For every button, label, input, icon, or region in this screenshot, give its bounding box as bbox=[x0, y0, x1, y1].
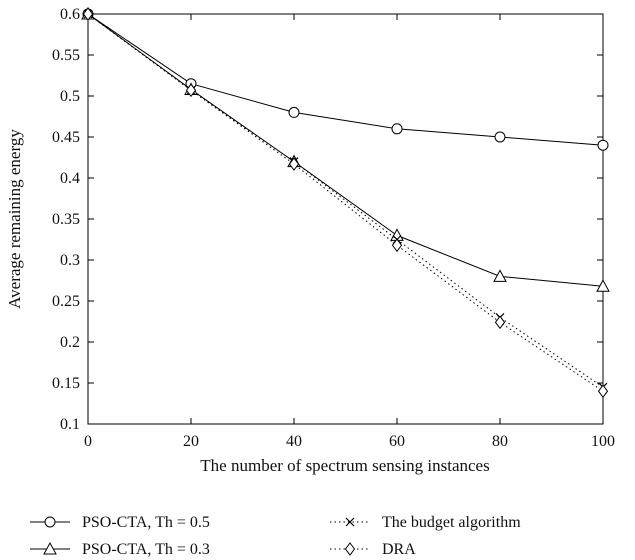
plot-frame bbox=[87, 13, 604, 425]
legend-marker bbox=[44, 516, 56, 528]
series-4 bbox=[82, 7, 609, 399]
series-2 bbox=[81, 6, 610, 292]
legend-label: PSO-CTA, Th = 0.5 bbox=[82, 514, 210, 531]
data-point bbox=[494, 315, 506, 330]
data-point bbox=[597, 384, 609, 399]
y-tick-label: 0.5 bbox=[60, 88, 80, 105]
series-line bbox=[87, 13, 604, 388]
series-line bbox=[87, 13, 604, 287]
legend: PSO-CTA, Th = 0.5 PSO-CTA, Th = 0.3 The bu… bbox=[30, 514, 521, 558]
data-point bbox=[391, 123, 403, 135]
legend-label: PSO-CTA, Th = 0.3 bbox=[82, 541, 210, 558]
x-axis-title: The number of spectrum sensing instances bbox=[200, 456, 489, 475]
data-point bbox=[597, 139, 609, 151]
x-tick-label: 60 bbox=[389, 433, 405, 450]
legend-marker bbox=[344, 542, 356, 556]
legend-item: PSO-CTA, Th = 0.5 bbox=[30, 514, 210, 531]
legend-item: The budget algorithm bbox=[330, 514, 521, 531]
data-point bbox=[391, 238, 403, 253]
data-point bbox=[288, 157, 300, 171]
y-tick-label: 0.1 bbox=[60, 416, 80, 433]
x-tick-label: 0 bbox=[84, 433, 92, 450]
data-point bbox=[288, 106, 300, 118]
series-3 bbox=[83, 9, 608, 392]
y-tick-label: 0.2 bbox=[60, 334, 80, 351]
y-tick-label: 0.15 bbox=[52, 375, 80, 392]
data-point bbox=[596, 279, 610, 292]
y-tick-label: 0.4 bbox=[60, 170, 80, 187]
legend-label: DRA bbox=[382, 541, 416, 558]
y-tick-label: 0.55 bbox=[52, 47, 80, 64]
axis-ticks bbox=[87, 13, 604, 425]
x-tick-label: 100 bbox=[591, 433, 615, 450]
data-point bbox=[82, 7, 94, 21]
legend-marker bbox=[345, 517, 355, 527]
x-tick-label: 80 bbox=[492, 433, 508, 450]
data-point bbox=[493, 269, 507, 282]
series-1 bbox=[82, 8, 609, 151]
series-line bbox=[87, 13, 604, 392]
series-line bbox=[87, 13, 604, 146]
data-point bbox=[494, 131, 506, 143]
tick-labels: 0 20 40 60 80 100 0.1 0.15 0.2 0.25 0.3 0.35 0.4 0.45… bbox=[52, 6, 615, 450]
y-tick-label: 0.45 bbox=[52, 129, 80, 146]
y-tick-label: 0.3 bbox=[60, 252, 80, 269]
x-tick-label: 40 bbox=[286, 433, 302, 450]
legend-item: PSO-CTA, Th = 0.3 bbox=[30, 541, 210, 558]
legend-item: DRA bbox=[330, 541, 416, 558]
data-point bbox=[185, 83, 197, 98]
y-tick-label: 0.25 bbox=[52, 293, 80, 310]
x-tick-label: 20 bbox=[183, 433, 199, 450]
legend-marker bbox=[43, 541, 57, 555]
y-tick-label: 0.6 bbox=[60, 6, 80, 23]
y-tick-label: 0.35 bbox=[52, 211, 80, 228]
legend-label: The budget algorithm bbox=[382, 514, 521, 531]
series-layer bbox=[81, 6, 610, 399]
y-axis-title: Average remaining energy bbox=[5, 129, 24, 309]
